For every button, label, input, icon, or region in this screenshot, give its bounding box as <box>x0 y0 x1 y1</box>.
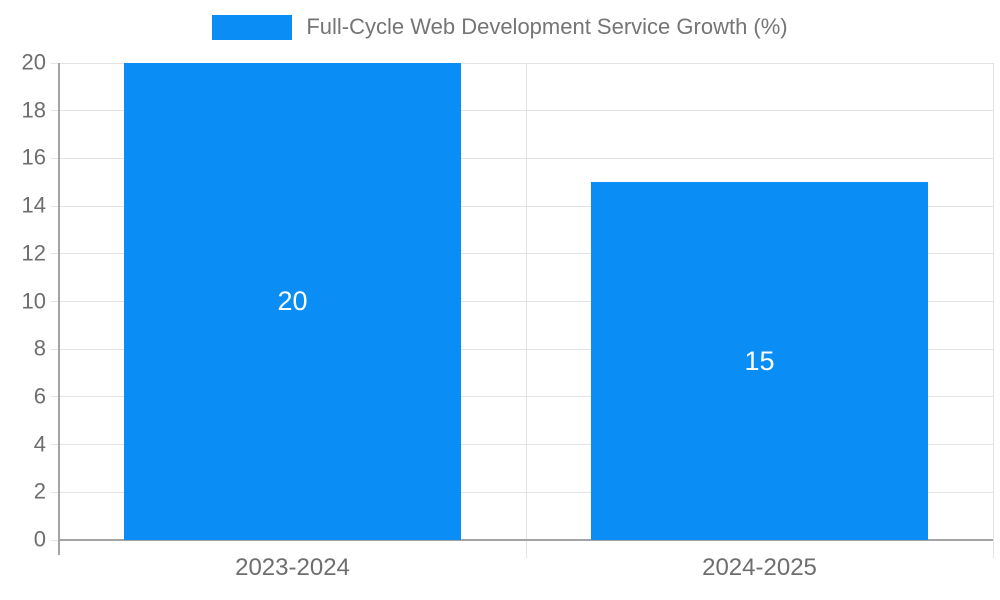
y-gridline <box>51 110 993 112</box>
y-tick-label: 14 <box>21 192 46 218</box>
y-tick-label: 16 <box>21 144 46 170</box>
y-tick-label: 2 <box>33 478 46 504</box>
y-gridline <box>51 491 993 493</box>
y-gridline <box>51 205 993 207</box>
bar-value-label: 20 <box>277 286 308 316</box>
y-axis-line <box>58 63 60 555</box>
legend-label: Full-Cycle Web Development Service Growt… <box>306 14 788 39</box>
y-gridline <box>51 444 993 446</box>
bar-value-label: 15 <box>744 345 775 376</box>
x-tick-label: 2023-2024 <box>235 554 350 581</box>
bar-2023-2024[interactable]: 20 <box>124 63 461 540</box>
y-tick-mark <box>51 539 59 541</box>
y-tick-label: 10 <box>21 288 46 314</box>
y-gridline <box>51 301 993 302</box>
y-gridline <box>51 157 993 159</box>
y-tick-label: 0 <box>33 526 46 552</box>
category-boundary-line <box>525 63 527 558</box>
y-gridline <box>51 396 993 398</box>
y-gridline <box>51 253 993 255</box>
y-tick-label: 12 <box>21 240 46 266</box>
category-boundary-line <box>992 63 994 558</box>
y-tick-label: 20 <box>21 49 46 75</box>
chart-legend[interactable]: Full-Cycle Web Development Service Growt… <box>0 14 1000 40</box>
y-tick-label: 8 <box>33 335 46 361</box>
y-gridline <box>51 62 993 64</box>
bar-2024-2025[interactable]: 15 <box>591 182 928 540</box>
y-tick-label: 4 <box>33 431 46 457</box>
x-tick-label: 2024-2025 <box>702 554 817 581</box>
y-tick-label: 18 <box>21 97 46 123</box>
legend-color-swatch <box>212 14 293 40</box>
y-tick-label: 6 <box>33 383 46 409</box>
x-axis-baseline <box>59 539 993 541</box>
y-gridline <box>51 348 993 350</box>
